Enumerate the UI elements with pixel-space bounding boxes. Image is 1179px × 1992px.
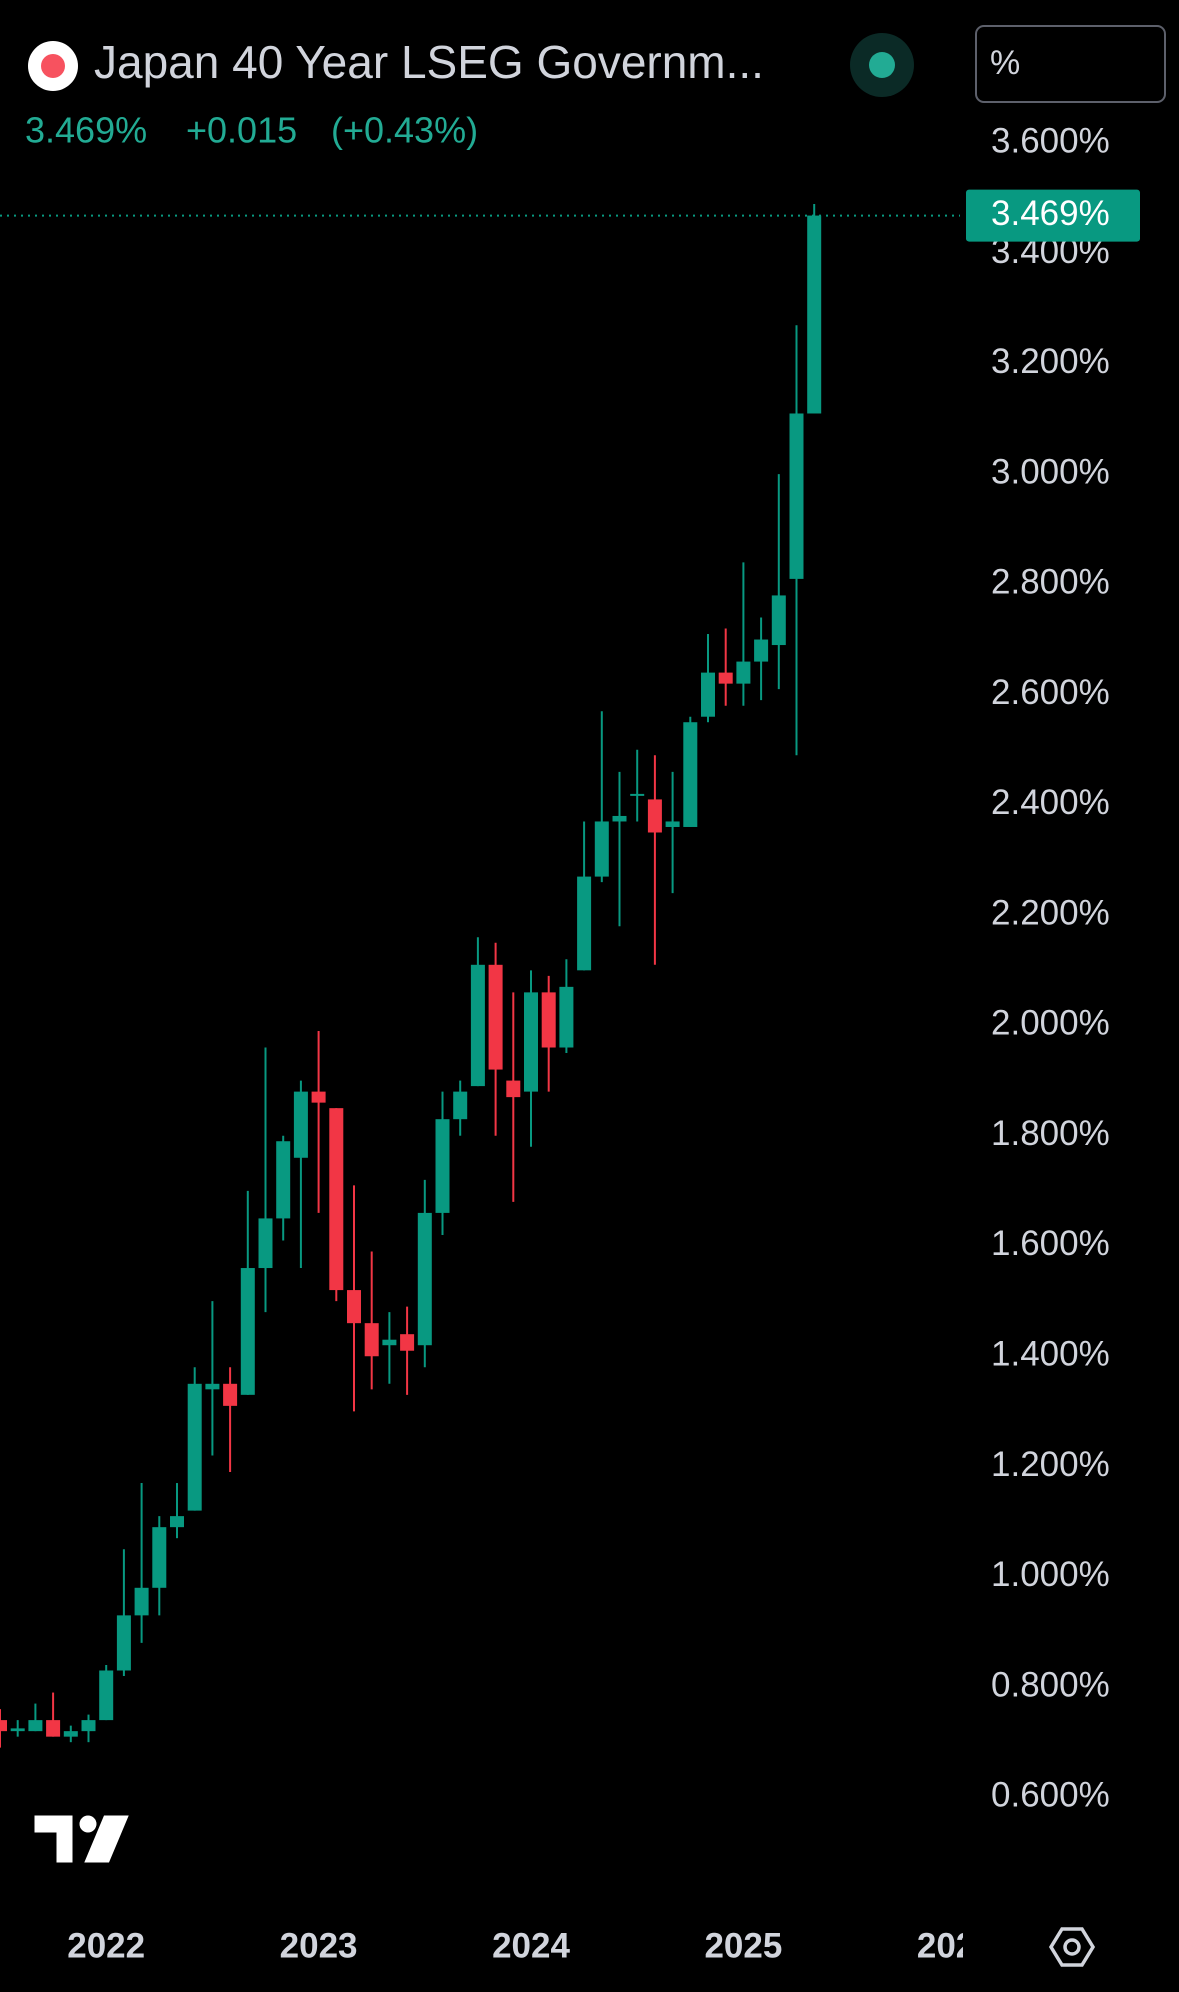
y-tick-label: 2.400% — [991, 783, 1110, 822]
y-tick-label: 0.600% — [991, 1776, 1110, 1815]
candle-body — [665, 821, 680, 827]
candle-body — [541, 992, 556, 1048]
candle-body — [347, 1290, 361, 1324]
candle-body — [134, 1587, 149, 1616]
y-tick-label: 2.200% — [991, 893, 1110, 932]
candle-body — [771, 595, 786, 646]
candle-body — [488, 964, 503, 1070]
candle-body — [46, 1720, 61, 1737]
candle-body — [736, 661, 751, 684]
candle-body — [116, 1615, 131, 1671]
candle-body — [789, 413, 804, 579]
candle-body — [258, 1218, 273, 1269]
candle-body — [187, 1383, 202, 1511]
symbol-icon-dot — [41, 54, 65, 78]
candle-body — [99, 1670, 114, 1721]
candle-body — [718, 672, 733, 684]
candle-body — [293, 1091, 308, 1158]
candle-body — [10, 1728, 25, 1732]
candle-body — [63, 1731, 78, 1737]
y-tick-label: 1.400% — [991, 1334, 1110, 1373]
last-price-tag — [966, 189, 1140, 242]
price-change-pct: (+0.43%) — [331, 110, 478, 151]
candle-body — [329, 1108, 344, 1291]
x-tick-label: 2024 — [492, 1926, 570, 1965]
candle-body — [223, 1383, 238, 1406]
x-tick-label: 2025 — [704, 1926, 782, 1965]
y-tick-label: 3.000% — [991, 452, 1110, 491]
candle-body — [417, 1212, 432, 1346]
scale-input-text: % — [990, 44, 1020, 82]
market-status-dot — [869, 52, 895, 78]
candle-body — [81, 1720, 96, 1732]
candle-body — [28, 1720, 43, 1732]
candle-body — [435, 1119, 450, 1213]
candle-body — [577, 876, 592, 971]
candle-body — [594, 821, 609, 877]
candle-body — [453, 1091, 468, 1120]
candle-body — [647, 799, 662, 833]
price-change: +0.015 — [186, 110, 297, 151]
y-tick-label: 0.800% — [991, 1665, 1110, 1704]
x-tick-label: 2023 — [280, 1926, 358, 1965]
candle-body — [276, 1141, 291, 1219]
candle-body — [470, 964, 485, 1087]
x-tick-label: 2026 — [917, 1926, 995, 1965]
candle-body — [506, 1080, 521, 1098]
candle-body — [400, 1334, 415, 1351]
x-tick-label: 2022 — [67, 1926, 145, 1965]
y-tick-label: 2.600% — [991, 673, 1110, 712]
candle-body — [240, 1268, 255, 1395]
candle-body — [152, 1527, 167, 1588]
y-tick-label: 3.200% — [991, 342, 1110, 381]
candle-body — [0, 1720, 7, 1732]
candle-body — [701, 672, 715, 717]
tv-logo — [31, 1812, 134, 1866]
candle-body — [559, 986, 574, 1048]
settings-button[interactable] — [1048, 1927, 1096, 1967]
candle-body — [630, 793, 645, 796]
candle-body — [807, 215, 822, 414]
candle-body — [170, 1516, 184, 1528]
y-tick-label: 1.600% — [991, 1224, 1110, 1263]
symbol-title[interactable]: Japan 40 Year LSEG Governm... — [94, 36, 764, 88]
candle-body — [612, 815, 627, 822]
y-tick-label: 3.600% — [991, 122, 1110, 161]
candle-body — [754, 639, 769, 662]
y-tick-label: 2.800% — [991, 563, 1110, 602]
scale-input[interactable] — [975, 25, 1166, 103]
y-tick-label: 1.800% — [991, 1114, 1110, 1153]
y-tick-label: 2.000% — [991, 1004, 1110, 1043]
candle-body — [311, 1091, 326, 1103]
candle-body — [683, 722, 698, 827]
last-price-tag-text: 3.469% — [991, 194, 1110, 233]
candle-body — [205, 1383, 220, 1390]
last-price: 3.469% — [25, 110, 147, 151]
candle-body — [364, 1323, 379, 1357]
y-tick-label: 1.000% — [991, 1555, 1110, 1594]
candle-body — [382, 1339, 397, 1346]
candle-body — [524, 992, 538, 1092]
y-tick-label: 1.200% — [991, 1445, 1110, 1484]
